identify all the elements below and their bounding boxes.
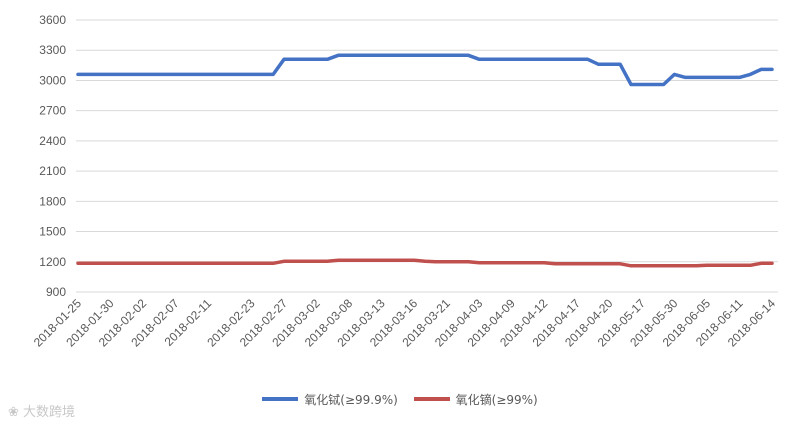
series-line-dysprosium-oxide bbox=[76, 258, 774, 268]
y-tick-label: 2100 bbox=[39, 164, 66, 178]
y-tick-label: 3300 bbox=[39, 43, 66, 57]
watermark-icon: ❀ bbox=[8, 405, 19, 420]
series-lines bbox=[76, 53, 774, 268]
legend-swatch-terbium bbox=[262, 397, 299, 401]
legend-label-dysprosium: 氧化镝(≥99%) bbox=[455, 392, 538, 407]
y-tick-label: 900 bbox=[46, 285, 66, 299]
y-tick-label: 2700 bbox=[39, 104, 66, 118]
legend-item-terbium: 氧化铽(≥99.9%) bbox=[262, 391, 398, 408]
y-axis-ticks: 900 1200 1500 1800 2100 2400 2700 3000 3300 3600 bbox=[39, 13, 66, 299]
legend-swatch-dysprosium bbox=[413, 397, 450, 401]
y-tick-label: 1800 bbox=[39, 194, 66, 208]
y-tick-label: 2400 bbox=[39, 134, 66, 148]
series-line-terbium-oxide bbox=[76, 53, 774, 87]
x-axis-ticks: 2018-01-252018-01-302018-02-022018-02-07… bbox=[31, 296, 779, 350]
y-tick-label: 1500 bbox=[39, 225, 66, 239]
y-tick-label: 3000 bbox=[39, 73, 66, 87]
watermark-logo: ❀ 大数跨境 bbox=[8, 401, 75, 420]
y-tick-label: 3600 bbox=[39, 13, 66, 27]
gridlines bbox=[76, 19, 778, 293]
legend: 氧化铽(≥99.9%) 氧化镝(≥99%) bbox=[0, 390, 800, 408]
legend-item-dysprosium: 氧化镝(≥99%) bbox=[413, 391, 538, 408]
y-tick-label: 1200 bbox=[39, 255, 66, 269]
watermark-text: 大数跨境 bbox=[23, 405, 76, 420]
legend-label-terbium: 氧化铽(≥99.9%) bbox=[304, 392, 398, 407]
